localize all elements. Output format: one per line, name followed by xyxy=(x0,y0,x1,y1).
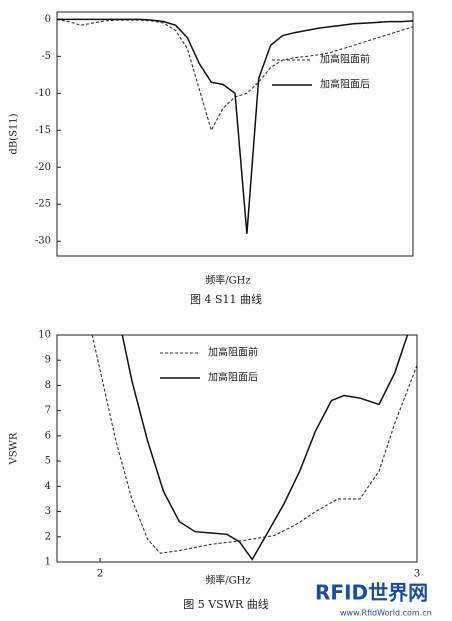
y-tick-label: 0 xyxy=(45,14,51,25)
series-line xyxy=(91,334,418,554)
y-tick-label: -25 xyxy=(35,199,51,210)
x-tick-label: 3 xyxy=(414,569,420,580)
y-tick-label: 9 xyxy=(45,355,51,366)
x-axis-label: 频率/GHz xyxy=(205,274,250,287)
legend-label: 加高阻面后 xyxy=(320,78,370,91)
y-tick-label: -10 xyxy=(35,88,51,99)
y-tick-label: 3 xyxy=(45,506,51,517)
caption: 图 4 S11 曲线 xyxy=(190,292,262,306)
y-tick-label: -5 xyxy=(41,51,51,62)
y-tick-label: -20 xyxy=(35,162,51,173)
y-tick-label: 8 xyxy=(45,380,51,391)
y-tick-label: 10 xyxy=(38,330,51,341)
y-axis-label: dB(S11) xyxy=(9,113,20,154)
legend-label: 加高阻面前 xyxy=(208,346,258,359)
x-tick-label: 2 xyxy=(97,569,103,580)
y-tick-label: 6 xyxy=(45,430,51,441)
watermark-brand: RFID世界网 xyxy=(315,581,428,605)
series-line xyxy=(121,334,409,561)
plot-frame xyxy=(56,334,418,563)
legend-label: 加高阻面后 xyxy=(208,371,258,384)
x-axis-label: 频率/GHz xyxy=(205,574,250,587)
y-tick-label: 4 xyxy=(45,481,51,492)
y-tick-label: 5 xyxy=(45,456,51,467)
y-tick-label: 7 xyxy=(45,405,51,416)
y-tick-label: -15 xyxy=(35,125,51,136)
legend-label: 加高阻面前 xyxy=(320,53,370,66)
plot-frame xyxy=(56,11,414,257)
y-tick-label: 2 xyxy=(45,531,51,542)
series-line xyxy=(56,18,414,132)
series-line xyxy=(57,18,414,234)
y-tick-label: -30 xyxy=(35,236,51,247)
y-tick-label: 1 xyxy=(45,557,51,568)
caption: 图 5 VSWR 曲线 xyxy=(183,597,269,611)
y-axis-label: VSWR xyxy=(9,432,20,465)
watermark-url: www.RfidWorld.com.cn xyxy=(340,609,432,618)
